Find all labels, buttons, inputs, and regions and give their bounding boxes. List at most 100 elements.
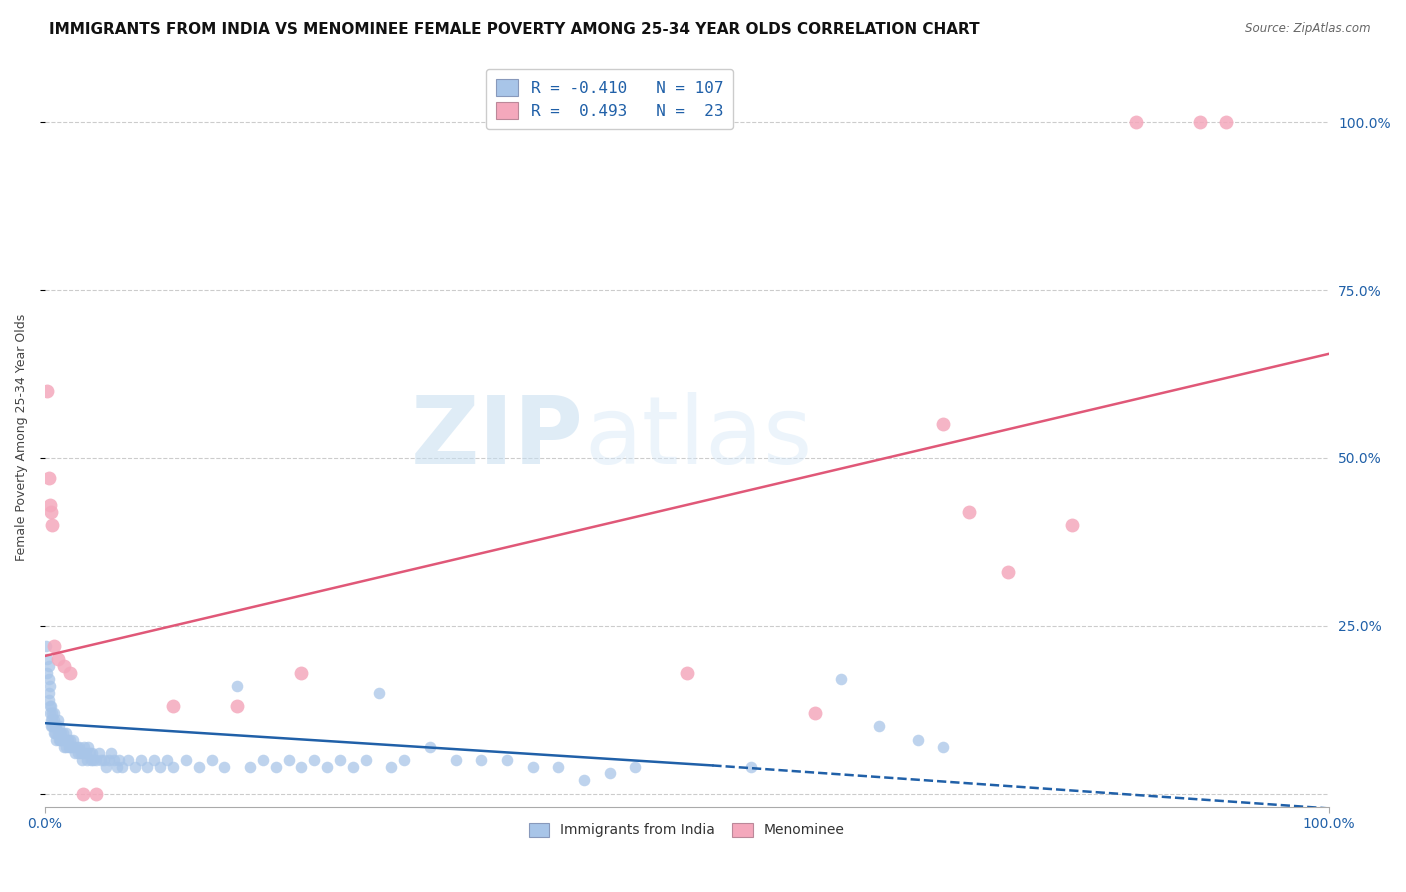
Point [1125,115,1147,129]
Point [932,739,955,754]
Point [41,713,63,727]
Point [55,726,77,740]
Point [46,652,69,666]
Point [35,639,58,653]
Point [93,753,115,767]
Point [58,739,80,754]
Point [38,706,60,720]
Point [264,760,287,774]
Point [997,565,1019,579]
Point [97,753,120,767]
Point [45,719,67,733]
Point [342,760,364,774]
Point [59,739,82,754]
Point [392,753,415,767]
Point [72,747,94,761]
Point [45,733,67,747]
Point [100,747,122,761]
Point [290,665,312,680]
Point [52,733,75,747]
Point [42,726,65,740]
Point [187,760,209,774]
Point [108,753,131,767]
Point [624,760,647,774]
Point [1189,115,1212,129]
Point [1215,115,1237,129]
Point [547,760,569,774]
Point [868,719,890,733]
Point [38,699,60,714]
Point [52,739,75,754]
Text: atlas: atlas [583,392,813,483]
Point [48,733,70,747]
Point [67,739,90,754]
Point [72,787,94,801]
Point [53,733,76,747]
Point [38,692,60,706]
Point [957,505,980,519]
Point [62,733,84,747]
Point [39,713,62,727]
Point [572,773,595,788]
Point [51,726,73,740]
Point [59,665,82,680]
Point [55,739,77,754]
Point [84,753,107,767]
Point [96,760,118,774]
Point [63,739,86,754]
Point [70,753,93,767]
Point [37,652,59,666]
Point [277,753,299,767]
Point [38,471,60,485]
Point [41,518,63,533]
Point [675,665,697,680]
Point [49,733,72,747]
Point [80,753,103,767]
Point [354,753,377,767]
Y-axis label: Female Poverty Among 25-34 Year Olds: Female Poverty Among 25-34 Year Olds [15,314,28,561]
Point [522,760,544,774]
Point [252,753,274,767]
Point [117,753,139,767]
Point [82,747,104,761]
Point [41,706,63,720]
Point [740,760,762,774]
Point [77,739,100,754]
Point [214,760,236,774]
Point [39,699,62,714]
Point [174,753,197,767]
Point [124,760,146,774]
Point [48,719,70,733]
Point [329,753,352,767]
Point [804,706,827,720]
Text: ZIP: ZIP [411,392,583,483]
Point [111,760,134,774]
Point [52,726,75,740]
Point [103,753,125,767]
Point [76,753,98,767]
Point [142,753,165,767]
Point [90,753,112,767]
Point [38,686,60,700]
Point [46,726,69,740]
Text: Source: ZipAtlas.com: Source: ZipAtlas.com [1246,22,1371,36]
Point [162,760,184,774]
Point [39,719,62,733]
Point [156,753,179,767]
Point [200,753,222,767]
Point [316,760,339,774]
Point [496,753,519,767]
Point [37,384,59,398]
Point [932,417,955,432]
Point [42,639,65,653]
Point [52,659,75,673]
Point [41,719,63,733]
Point [56,733,79,747]
Point [69,747,91,761]
Point [67,747,90,761]
Point [75,747,97,761]
Point [136,760,159,774]
Point [60,739,83,754]
Point [367,686,389,700]
Legend: Immigrants from India, Menominee: Immigrants from India, Menominee [522,815,852,845]
